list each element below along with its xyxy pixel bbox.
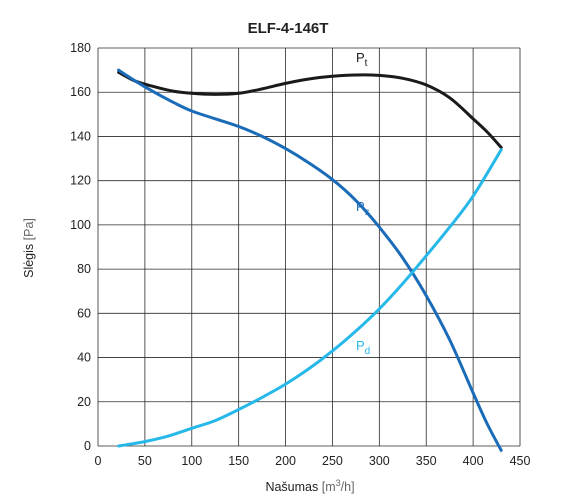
x-axis-unit-sup: 3 [336,478,341,488]
x-tick-label: 250 [322,454,343,468]
series-label-ps: Ps [356,199,370,218]
x-axis-unit-end: /h] [341,480,355,494]
chart-title: ELF-4-146T [248,20,329,37]
y-tick-label: 120 [70,174,91,188]
x-tick-label: 450 [510,454,531,468]
x-tick-label: 200 [275,454,296,468]
y-axis-label-text: Slėgis [22,244,36,278]
chart-grid [97,47,521,447]
x-axis-label: Našumas [m3/h] [265,478,354,494]
x-tick-label: 150 [228,454,249,468]
x-tick-label: 350 [416,454,437,468]
y-axis-label: Slėgis [Pa] [22,218,36,278]
x-tick-label: 400 [463,454,484,468]
x-axis-label-text: Našumas [265,480,318,494]
series-group [117,68,503,452]
y-tick-label: 60 [77,306,91,320]
y-tick-label: 0 [84,439,91,453]
series-labels: Pt Ps Pd [356,50,370,357]
series-line-pd [117,148,503,448]
y-tick-label: 140 [70,129,91,143]
x-tick-label: 100 [181,454,202,468]
y-axis-unit: [Pa] [22,218,36,240]
x-tick-labels: 0 50 100 150 200 250 300 350 400 450 [95,454,531,468]
series-line-ps [117,68,503,452]
y-tick-labels: 0 20 40 60 80 100 120 140 160 180 [70,41,91,453]
series-line-pt [117,70,503,149]
x-tick-label: 0 [95,454,102,468]
x-axis-unit: [m [322,480,336,494]
series-label-pt: Pt [356,50,368,69]
x-tick-label: 300 [369,454,390,468]
y-tick-label: 20 [77,395,91,409]
x-tick-label: 50 [138,454,152,468]
y-tick-label: 40 [77,351,91,365]
series-label-pd: Pd [356,338,370,357]
y-tick-label: 80 [77,262,91,276]
y-tick-label: 160 [70,85,91,99]
y-tick-label: 180 [70,41,91,55]
y-tick-label: 100 [70,218,91,232]
